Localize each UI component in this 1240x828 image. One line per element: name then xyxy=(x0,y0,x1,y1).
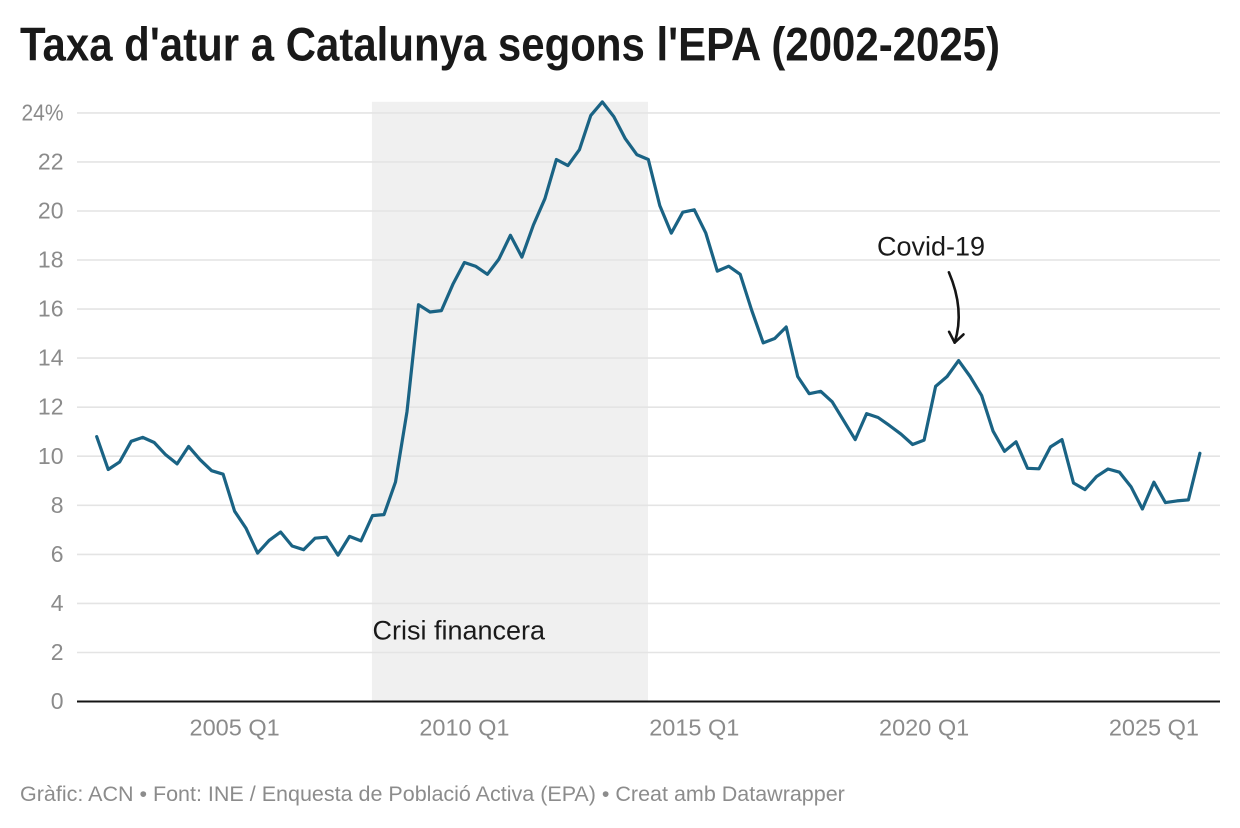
svg-text:2010 Q1: 2010 Q1 xyxy=(419,714,509,740)
svg-text:2: 2 xyxy=(51,639,64,665)
svg-text:8: 8 xyxy=(51,492,64,518)
svg-text:2005 Q1: 2005 Q1 xyxy=(190,714,280,740)
svg-text:18: 18 xyxy=(38,247,64,273)
svg-text:2025 Q1: 2025 Q1 xyxy=(1109,714,1199,740)
svg-text:Gràfic: ACN • Font: INE / Enqu: Gràfic: ACN • Font: INE / Enquesta de Po… xyxy=(20,782,845,806)
svg-text:4: 4 xyxy=(51,590,64,616)
svg-text:2020 Q1: 2020 Q1 xyxy=(879,714,969,740)
svg-text:10: 10 xyxy=(38,443,64,469)
svg-text:0: 0 xyxy=(51,688,64,714)
svg-text:14: 14 xyxy=(38,345,64,371)
svg-text:Covid-19: Covid-19 xyxy=(877,232,985,262)
svg-text:2015 Q1: 2015 Q1 xyxy=(649,714,739,740)
svg-text:16: 16 xyxy=(38,296,64,322)
svg-text:Crisi financera: Crisi financera xyxy=(373,615,547,645)
svg-text:Taxa d'atur a Catalunya segons: Taxa d'atur a Catalunya segons l'EPA (20… xyxy=(20,17,1000,70)
svg-text:6: 6 xyxy=(51,541,64,567)
svg-text:12: 12 xyxy=(38,394,64,420)
svg-text:22: 22 xyxy=(38,148,64,174)
svg-text:24%: 24% xyxy=(22,99,64,125)
svg-text:20: 20 xyxy=(38,198,64,224)
